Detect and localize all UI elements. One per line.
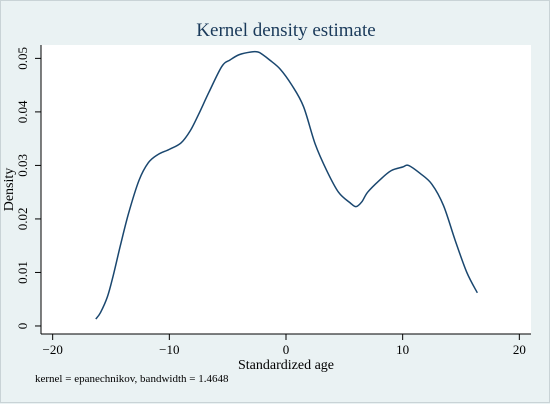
y-tick-label: 0.05 — [15, 47, 30, 70]
x-tick-label: 20 — [513, 342, 526, 357]
x-axis-ticks: −20 −10 0 10 20 — [42, 334, 526, 357]
y-tick-label: 0 — [15, 323, 30, 330]
y-axis-ticks: 0 0.01 0.02 0.03 0.04 0.05 — [15, 47, 41, 329]
x-tick-label: −20 — [42, 342, 62, 357]
y-tick-label: 0.02 — [15, 208, 30, 231]
y-tick-label: 0.04 — [15, 100, 30, 123]
x-tick-label: 0 — [283, 342, 290, 357]
plot-area — [41, 45, 531, 334]
y-tick-label: 0.03 — [15, 154, 30, 177]
chart-note: kernel = epanechnikov, bandwidth = 1.464… — [35, 373, 229, 385]
series-group — [95, 50, 478, 320]
x-tick-label: −10 — [159, 342, 179, 357]
chart-title: Kernel density estimate — [196, 20, 375, 41]
y-tick-label: 0.01 — [15, 261, 30, 284]
y-axis-label: Density — [2, 168, 17, 212]
x-tick-label: 10 — [396, 342, 409, 357]
density-curve — [95, 50, 478, 320]
x-axis-label: Standardized age — [238, 358, 334, 373]
